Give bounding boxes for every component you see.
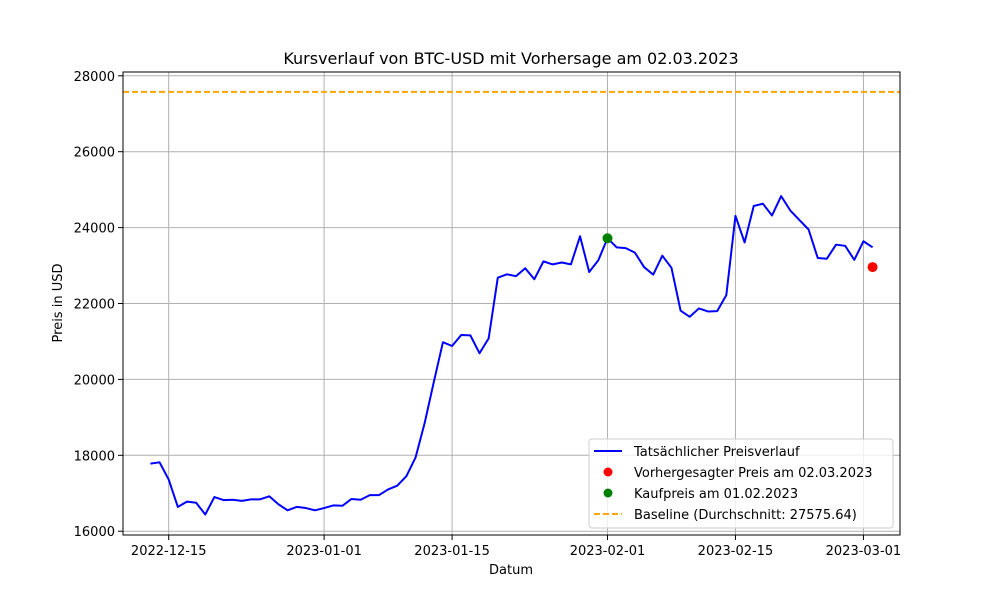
predicted-price-point bbox=[867, 262, 878, 273]
legend-label-predicted: Vorhergesagter Preis am 02.03.2023 bbox=[634, 466, 873, 481]
legend: Tatsächlicher Preisverlauf Vorhergesagte… bbox=[588, 438, 894, 529]
grid bbox=[123, 72, 900, 535]
x-axis-title: Datum bbox=[489, 563, 533, 578]
x-tick-label: 2022-12-15 bbox=[131, 544, 207, 559]
y-tick-label: 28000 bbox=[74, 70, 115, 85]
x-tick-label: 2023-01-01 bbox=[286, 544, 362, 559]
legend-label-baseline: Baseline (Durchschnitt: 27575.64) bbox=[634, 508, 857, 523]
y-axis-title: Preis in USD bbox=[51, 264, 66, 343]
y-tick-label: 16000 bbox=[74, 525, 115, 540]
y-tick-label: 20000 bbox=[74, 373, 115, 388]
y-tick-label: 22000 bbox=[74, 298, 115, 313]
x-tick-label: 2023-02-15 bbox=[698, 544, 774, 559]
chart-title: Kursverlauf von BTC-USD mit Vorhersage a… bbox=[283, 49, 738, 68]
legend-swatch-purchase bbox=[603, 488, 613, 498]
legend-frame bbox=[588, 438, 894, 529]
x-tick-label: 2023-03-01 bbox=[826, 544, 902, 559]
series-layer bbox=[150, 195, 878, 516]
x-tick-label: 2023-02-01 bbox=[570, 544, 646, 559]
legend-label-purchase: Kaufpreis am 01.02.2023 bbox=[634, 487, 798, 502]
ticks: 2022-12-15 2023-01-01 2023-01-15 2023-02-01… bbox=[74, 70, 902, 559]
y-tick-label: 26000 bbox=[74, 146, 115, 161]
legend-label-actual: Tatsächlicher Preisverlauf bbox=[633, 445, 800, 460]
y-tick-label: 24000 bbox=[74, 222, 115, 237]
legend-swatch-predicted bbox=[603, 467, 613, 477]
x-tick-label: 2023-01-15 bbox=[414, 544, 490, 559]
price-line bbox=[150, 195, 874, 516]
y-tick-label: 18000 bbox=[74, 449, 115, 464]
purchase-price-point bbox=[602, 233, 613, 244]
